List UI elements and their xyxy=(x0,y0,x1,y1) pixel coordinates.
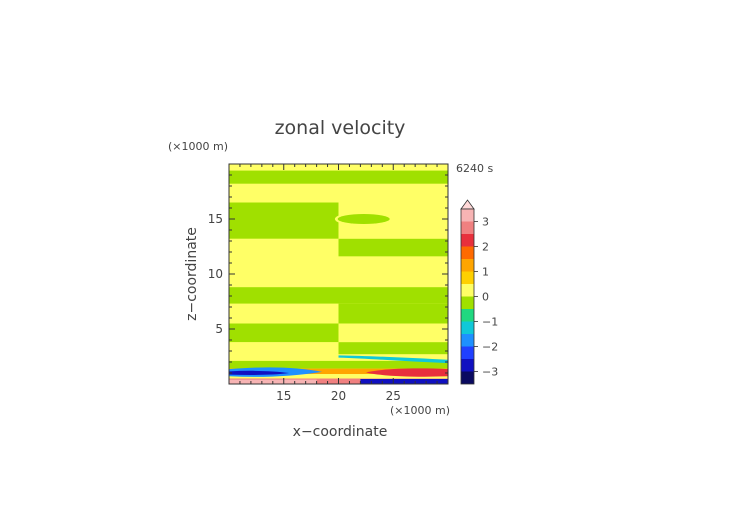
colorbar-segment xyxy=(461,334,474,347)
colorbar-segment xyxy=(461,209,474,222)
colorbar-segment xyxy=(461,246,474,259)
x-tick-label: 15 xyxy=(276,389,291,403)
band-lower xyxy=(229,360,448,369)
colorbar-segment xyxy=(461,296,474,309)
band-right xyxy=(338,342,448,355)
x-unit-label: (×1000 m) xyxy=(390,404,450,417)
jet-cyan-right xyxy=(338,355,448,364)
band-right xyxy=(338,256,448,288)
contour-lens-inner xyxy=(337,214,390,224)
band-left xyxy=(229,342,339,355)
plot-area xyxy=(229,164,448,384)
colorbar: 3 2 1 0 −1 −2 −3 xyxy=(460,199,498,385)
band-left xyxy=(229,323,339,343)
colorbar-segment xyxy=(461,346,474,359)
band-right xyxy=(338,323,448,343)
band-right xyxy=(338,238,448,257)
colorbar-label: 3 xyxy=(482,216,489,229)
colorbar-segment xyxy=(461,309,474,322)
band-right xyxy=(338,170,448,184)
y-axis-label: z−coordinate xyxy=(184,227,200,321)
x-tick-label: 25 xyxy=(386,389,401,403)
band-left xyxy=(229,238,339,257)
chart-title: zonal velocity xyxy=(275,117,406,139)
jet-red-right xyxy=(365,368,448,377)
x-axis-label: x−coordinate xyxy=(293,424,388,440)
colorbar-label: −2 xyxy=(482,341,498,354)
colorbar-label: 1 xyxy=(482,266,489,279)
axis-ticks: 15 20 25 5 10 15 xyxy=(208,164,448,403)
band-right xyxy=(338,183,448,203)
colorbar-segment xyxy=(461,359,474,372)
band-left xyxy=(229,170,339,184)
colorbar-segment xyxy=(461,271,474,284)
colorbar-extend-top xyxy=(460,199,475,210)
colorbar-label: 2 xyxy=(482,241,489,254)
colorbar-segment xyxy=(461,221,474,234)
band-left xyxy=(229,303,339,324)
colorbar-label: −1 xyxy=(482,316,498,329)
x-tick-label: 20 xyxy=(331,389,346,403)
colorbar-segment xyxy=(461,284,474,297)
y-unit-label: (×1000 m) xyxy=(168,140,228,153)
band-lower xyxy=(229,374,448,379)
y-tick-label: 5 xyxy=(215,322,223,336)
colorbar-label: −3 xyxy=(482,366,498,379)
colorbar-segment xyxy=(461,234,474,247)
band-right xyxy=(338,287,448,304)
colorbar-segment xyxy=(461,321,474,334)
time-label: 6240 s xyxy=(456,162,493,175)
colorbar-label: 0 xyxy=(482,291,489,304)
band-left xyxy=(229,183,339,203)
band-left xyxy=(229,256,339,288)
y-tick-label: 10 xyxy=(208,267,223,281)
band-left xyxy=(229,287,339,304)
colorbar-segment xyxy=(461,259,474,272)
y-tick-label: 15 xyxy=(208,212,223,226)
colorbar-segment xyxy=(461,371,474,384)
band-right xyxy=(338,303,448,324)
jet-dark-left xyxy=(229,370,290,375)
band-left xyxy=(229,202,339,239)
band-lower xyxy=(229,368,448,375)
